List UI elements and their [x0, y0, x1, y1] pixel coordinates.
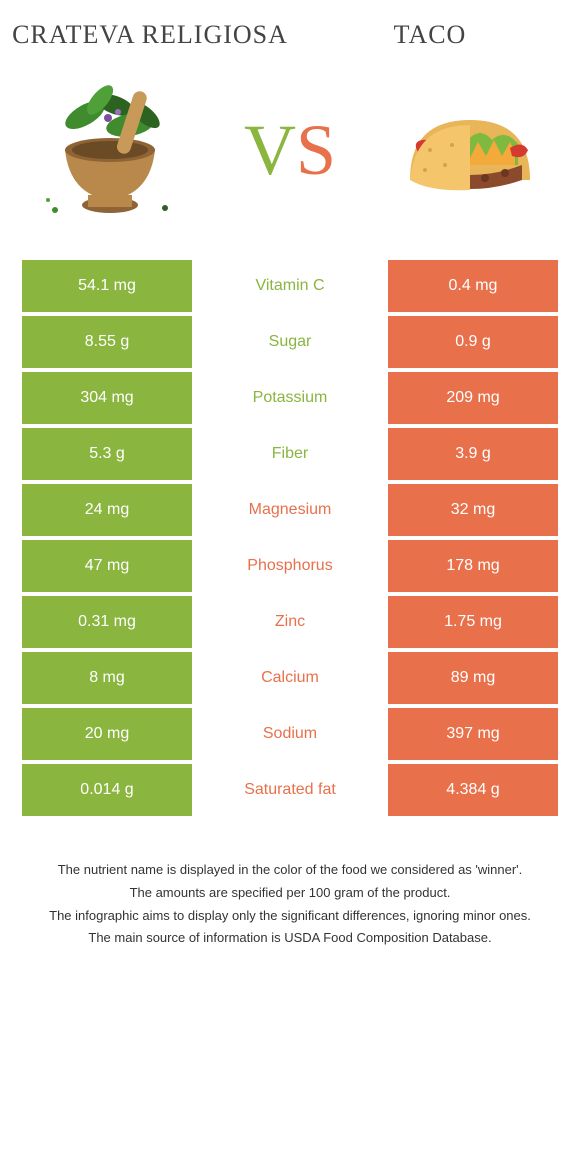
cell-right-value: 3.9 g — [388, 428, 558, 480]
table-row: 0.014 gSaturated fat4.384 g — [22, 764, 558, 816]
cell-left-value: 8.55 g — [22, 316, 192, 368]
cell-nutrient-name: Magnesium — [192, 484, 388, 536]
cell-nutrient-name: Vitamin C — [192, 260, 388, 312]
cell-left-value: 24 mg — [22, 484, 192, 536]
table-row: 0.31 mgZinc1.75 mg — [22, 596, 558, 648]
cell-nutrient-name: Zinc — [192, 596, 388, 648]
footer-line-2: The amounts are specified per 100 gram o… — [30, 883, 550, 904]
cell-left-value: 20 mg — [22, 708, 192, 760]
cell-nutrient-name: Phosphorus — [192, 540, 388, 592]
table-row: 47 mgPhosphorus178 mg — [22, 540, 558, 592]
food-title-left: Crateva religiosa — [10, 20, 290, 50]
cell-nutrient-name: Fiber — [192, 428, 388, 480]
cell-left-value: 8 mg — [22, 652, 192, 704]
crateva-image — [30, 70, 190, 230]
cell-nutrient-name: Sodium — [192, 708, 388, 760]
cell-right-value: 397 mg — [388, 708, 558, 760]
table-row: 54.1 mgVitamin C0.4 mg — [22, 260, 558, 312]
cell-nutrient-name: Sugar — [192, 316, 388, 368]
table-row: 304 mgPotassium209 mg — [22, 372, 558, 424]
vs-text: VS — [244, 109, 336, 192]
comparison-table: 54.1 mgVitamin C0.4 mg8.55 gSugar0.9 g30… — [0, 260, 580, 816]
cell-right-value: 0.4 mg — [388, 260, 558, 312]
vs-s: S — [296, 110, 336, 190]
footer-line-1: The nutrient name is displayed in the co… — [30, 860, 550, 881]
cell-right-value: 1.75 mg — [388, 596, 558, 648]
cell-right-value: 178 mg — [388, 540, 558, 592]
footer-line-3: The infographic aims to display only the… — [30, 906, 550, 927]
table-row: 8.55 gSugar0.9 g — [22, 316, 558, 368]
cell-right-value: 0.9 g — [388, 316, 558, 368]
cell-left-value: 54.1 mg — [22, 260, 192, 312]
cell-left-value: 5.3 g — [22, 428, 192, 480]
footer-notes: The nutrient name is displayed in the co… — [0, 820, 580, 949]
table-row: 20 mgSodium397 mg — [22, 708, 558, 760]
footer-line-4: The main source of information is USDA F… — [30, 928, 550, 949]
table-row: 8 mgCalcium89 mg — [22, 652, 558, 704]
cell-nutrient-name: Calcium — [192, 652, 388, 704]
cell-nutrient-name: Potassium — [192, 372, 388, 424]
cell-left-value: 304 mg — [22, 372, 192, 424]
vs-v: V — [244, 110, 296, 190]
cell-left-value: 0.31 mg — [22, 596, 192, 648]
table-row: 5.3 gFiber3.9 g — [22, 428, 558, 480]
cell-right-value: 209 mg — [388, 372, 558, 424]
cell-nutrient-name: Saturated fat — [192, 764, 388, 816]
taco-image — [390, 70, 550, 230]
cell-right-value: 89 mg — [388, 652, 558, 704]
cell-right-value: 4.384 g — [388, 764, 558, 816]
header: Crateva religiosa Taco — [0, 0, 580, 60]
cell-right-value: 32 mg — [388, 484, 558, 536]
cell-left-value: 47 mg — [22, 540, 192, 592]
table-row: 24 mgMagnesium32 mg — [22, 484, 558, 536]
food-title-right: Taco — [290, 20, 570, 50]
images-row: VS — [0, 60, 580, 260]
cell-left-value: 0.014 g — [22, 764, 192, 816]
